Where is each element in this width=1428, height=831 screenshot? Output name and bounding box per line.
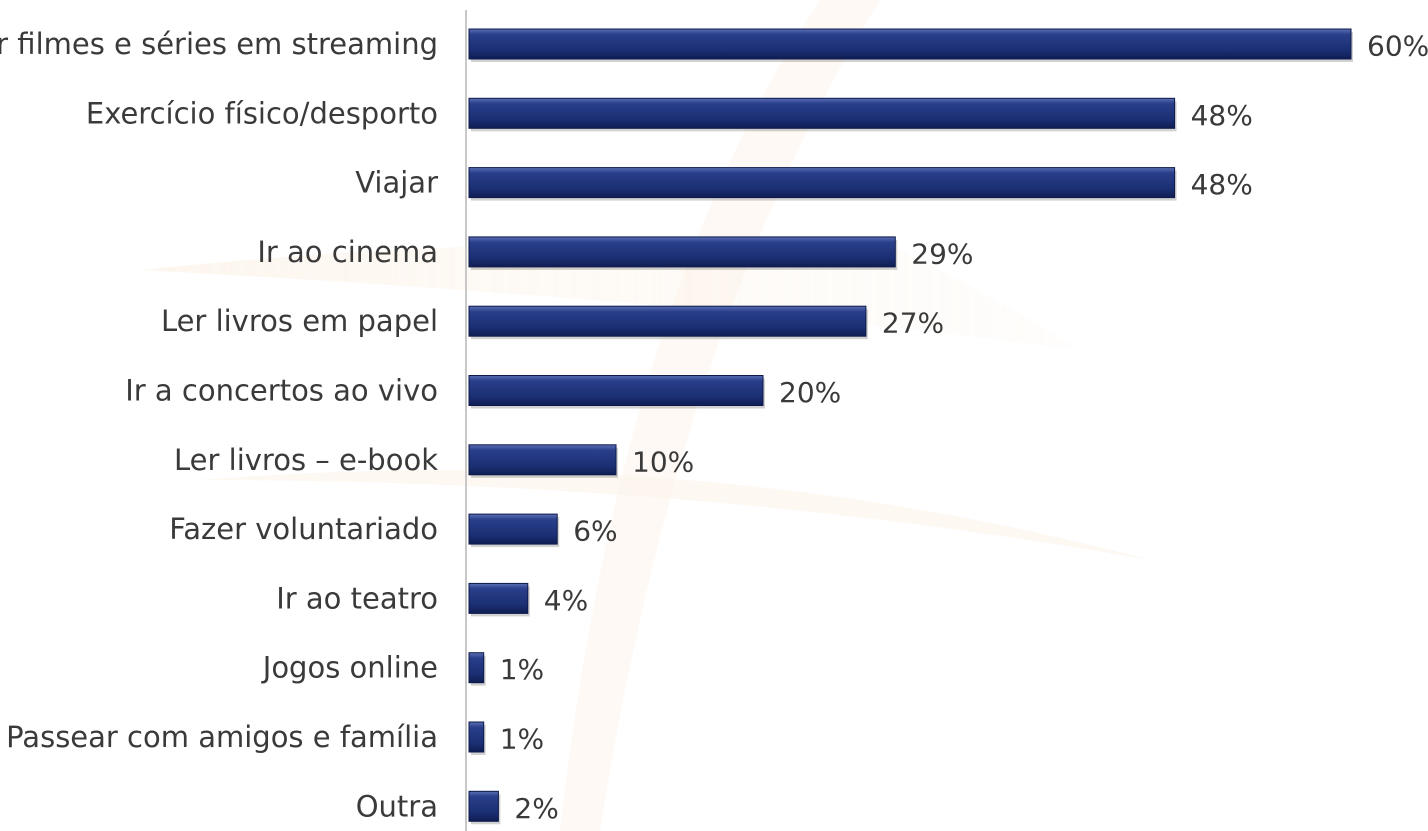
category-label: Ir a concertos ao vivo <box>125 374 438 408</box>
value-label: 48% <box>1191 168 1253 201</box>
value-label: 48% <box>1191 99 1253 132</box>
bar <box>468 305 867 337</box>
bar <box>468 97 1176 129</box>
category-label: Outra <box>356 789 438 823</box>
value-label: 2% <box>514 792 558 825</box>
bar <box>468 652 485 684</box>
category-label: Exercício físico/desporto <box>86 96 438 130</box>
category-label: Passear com amigos e família <box>6 720 438 754</box>
bars-group: Ver filmes e séries em streaming 60% Exerc… <box>0 27 1428 825</box>
category-label: Ir ao cinema <box>257 235 438 269</box>
category-label: Ir ao teatro <box>276 581 438 615</box>
bar <box>468 513 558 545</box>
bar <box>468 582 529 614</box>
value-label: 4% <box>544 584 588 617</box>
value-label: 60% <box>1367 30 1428 63</box>
bar <box>468 167 1176 199</box>
bar <box>468 790 499 822</box>
bar <box>468 236 896 268</box>
value-label: 1% <box>500 653 544 686</box>
category-label: Ler livros em papel <box>161 304 438 338</box>
category-label: Jogos online <box>261 651 438 685</box>
bar <box>468 28 1352 60</box>
value-label: 20% <box>779 376 841 409</box>
category-label: Ler livros – e-book <box>174 443 438 477</box>
value-label: 29% <box>911 237 973 270</box>
bar <box>468 375 764 406</box>
watermark-logo <box>140 0 1150 831</box>
value-label: 10% <box>632 445 694 478</box>
bar <box>468 721 485 753</box>
category-label: Ver filmes e séries em streaming <box>0 27 438 61</box>
bar <box>468 444 617 476</box>
value-label: 27% <box>882 307 944 340</box>
value-label: 1% <box>500 723 544 756</box>
category-label: Fazer voluntariado <box>169 512 438 546</box>
value-label: 6% <box>573 515 617 548</box>
category-label: Viajar <box>355 166 438 200</box>
